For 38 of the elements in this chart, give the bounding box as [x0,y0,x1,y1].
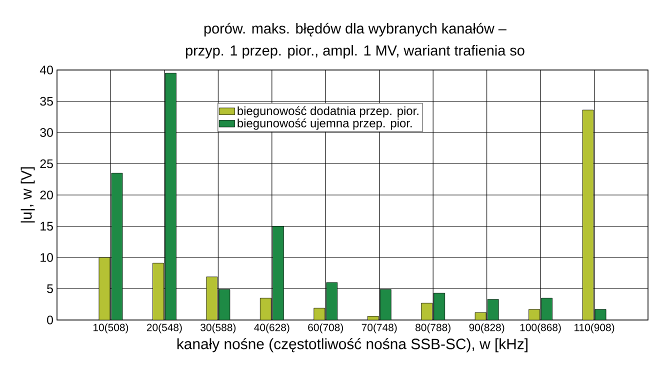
bar [272,226,284,320]
bar [528,309,540,320]
y-tick-label: 15 [40,222,53,231]
y-axis-title: |u|, w [V] [20,167,35,222]
x-axis-title: kanały nośne (częstotliwość nośna SSB-SC), w [kHz] [177,338,528,352]
x-tick-label: 90(828) [469,324,504,334]
x-tick-label: 100(868) [520,324,561,334]
x-tick-label: 40(628) [254,324,290,334]
bar [165,72,176,320]
y-tick-label: 20 [40,190,53,200]
bar [421,302,433,320]
y-tick-label: 10 [40,253,53,262]
y-tick-label: 40 [40,66,53,74]
legend-label: biegunowość ujemna przep. pior. [238,118,412,130]
chart-title: porów. maks. błędów dla wybranych kanałów – [204,22,506,36]
y-tick-label: 5 [47,284,53,294]
x-tick-label: 60(708) [308,324,344,334]
bar [260,298,272,320]
bar [326,282,338,320]
chart-subtitle: przyp. 1 przep. pior., ampl. 1 MV, wariant trafienia so [186,45,524,58]
x-tick-label: 80(788) [416,324,450,334]
bar [380,289,392,320]
y-tick-label: 30 [40,128,53,137]
y-tick-label: 35 [40,96,53,106]
x-tick-label: 110(908) [574,324,614,334]
bar [206,276,218,320]
bar [152,262,164,320]
bar [111,172,123,320]
bar [541,298,552,320]
y-tick-label: 0 [47,316,53,324]
x-tick-label: 70(748) [362,324,397,334]
bar [434,292,446,320]
x-tick-label: 10(508) [93,324,128,334]
y-tick-label: 25 [40,159,53,168]
legend-label: biegunowość dodatnia przep. pior. [238,106,418,118]
x-tick-label: 20(548) [146,324,182,334]
x-tick-label: 30(588) [200,324,236,334]
bar [582,110,594,320]
